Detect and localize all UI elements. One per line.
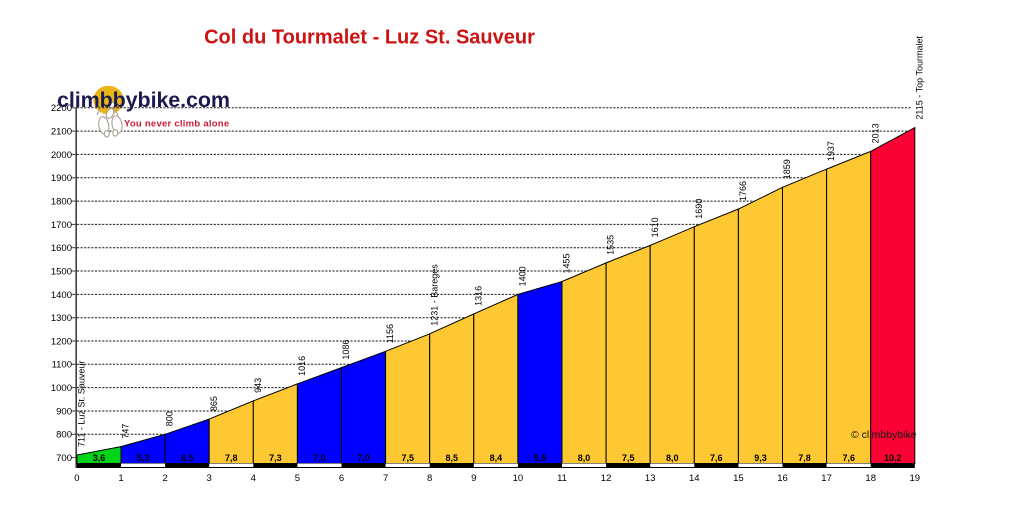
svg-text:8,4: 8,4 <box>490 453 503 463</box>
svg-text:1859: 1859 <box>782 159 792 179</box>
svg-text:1400: 1400 <box>518 266 528 286</box>
svg-text:10: 10 <box>513 473 524 484</box>
svg-text:6: 6 <box>339 473 344 484</box>
svg-text:1: 1 <box>118 473 123 484</box>
svg-text:4: 4 <box>251 473 256 484</box>
svg-text:8,0: 8,0 <box>666 453 679 463</box>
svg-text:12: 12 <box>601 473 612 484</box>
svg-text:7,5: 7,5 <box>401 453 414 463</box>
svg-text:1535: 1535 <box>606 235 616 255</box>
svg-text:19: 19 <box>910 473 921 484</box>
svg-text:7,6: 7,6 <box>710 453 723 463</box>
svg-text:7,0: 7,0 <box>313 453 326 463</box>
svg-text:7,8: 7,8 <box>225 453 238 463</box>
svg-text:1610: 1610 <box>650 217 660 237</box>
svg-text:7,5: 7,5 <box>622 453 635 463</box>
svg-text:1086: 1086 <box>341 340 351 360</box>
svg-text:1500: 1500 <box>51 266 72 277</box>
svg-text:You never climb alone: You never climb alone <box>124 119 229 130</box>
svg-text:1800: 1800 <box>51 197 72 208</box>
svg-text:18: 18 <box>865 473 876 484</box>
svg-text:9,3: 9,3 <box>754 453 767 463</box>
svg-text:900: 900 <box>56 406 72 417</box>
svg-text:13: 13 <box>645 473 656 484</box>
svg-text:1200: 1200 <box>51 336 72 347</box>
svg-text:7,6: 7,6 <box>842 453 855 463</box>
svg-text:800: 800 <box>56 430 72 441</box>
svg-text:6,5: 6,5 <box>181 453 194 463</box>
svg-text:747: 747 <box>121 424 131 439</box>
svg-text:1000: 1000 <box>51 383 72 394</box>
svg-text:1400: 1400 <box>51 290 72 301</box>
svg-text:7: 7 <box>383 473 388 484</box>
svg-text:711 - Luz St. Sauveur: 711 - Luz St. Sauveur <box>77 361 87 447</box>
svg-text:11: 11 <box>557 473 567 484</box>
svg-text:9: 9 <box>471 473 476 484</box>
svg-text:700: 700 <box>56 453 72 464</box>
svg-text:16: 16 <box>777 473 788 484</box>
svg-text:1900: 1900 <box>51 173 72 184</box>
svg-text:8: 8 <box>427 473 432 484</box>
svg-text:1937: 1937 <box>826 141 836 161</box>
svg-text:5,3: 5,3 <box>137 453 150 463</box>
svg-text:1100: 1100 <box>52 360 72 371</box>
svg-text:7,8: 7,8 <box>798 453 811 463</box>
svg-text:2100: 2100 <box>51 127 72 138</box>
svg-text:5: 5 <box>295 473 300 484</box>
svg-text:3,6: 3,6 <box>93 453 106 463</box>
svg-text:7,0: 7,0 <box>357 453 370 463</box>
svg-text:10,2: 10,2 <box>884 453 902 463</box>
svg-text:1156: 1156 <box>385 324 395 343</box>
svg-text:7,3: 7,3 <box>269 453 282 463</box>
svg-text:2115 - Top Tourmalet: 2115 - Top Tourmalet <box>914 36 924 120</box>
svg-text:8,0: 8,0 <box>578 453 591 463</box>
svg-text:14: 14 <box>689 473 700 484</box>
svg-text:1766: 1766 <box>738 181 748 201</box>
svg-text:943: 943 <box>253 378 263 393</box>
svg-text:800: 800 <box>165 411 175 426</box>
svg-text:3: 3 <box>207 473 212 484</box>
svg-text:Col du Tourmalet - Luz St. Sau: Col du Tourmalet - Luz St. Sauveur <box>204 27 535 49</box>
svg-text:17: 17 <box>821 473 832 484</box>
svg-text:1700: 1700 <box>51 220 72 231</box>
svg-text:1600: 1600 <box>51 243 72 254</box>
svg-text:0: 0 <box>74 473 79 484</box>
svg-text:climbbybike.com: climbbybike.com <box>57 88 230 112</box>
svg-text:15: 15 <box>733 473 744 484</box>
svg-text:1016: 1016 <box>297 356 307 376</box>
svg-text:865: 865 <box>209 396 219 411</box>
svg-text:1316: 1316 <box>473 286 483 306</box>
svg-text:2: 2 <box>162 473 167 484</box>
svg-text:1231 - Bareges: 1231 - Bareges <box>429 264 439 326</box>
svg-text:1455: 1455 <box>562 253 572 273</box>
svg-text:5,5: 5,5 <box>534 453 547 463</box>
svg-text:2000: 2000 <box>51 150 72 161</box>
svg-text:8,5: 8,5 <box>446 453 459 463</box>
svg-text:1300: 1300 <box>51 313 72 324</box>
svg-text:2013: 2013 <box>870 123 880 143</box>
svg-text:2200: 2200 <box>51 103 72 114</box>
svg-text:1690: 1690 <box>694 199 704 219</box>
svg-text:© climbbybike: © climbbybike <box>851 429 917 441</box>
